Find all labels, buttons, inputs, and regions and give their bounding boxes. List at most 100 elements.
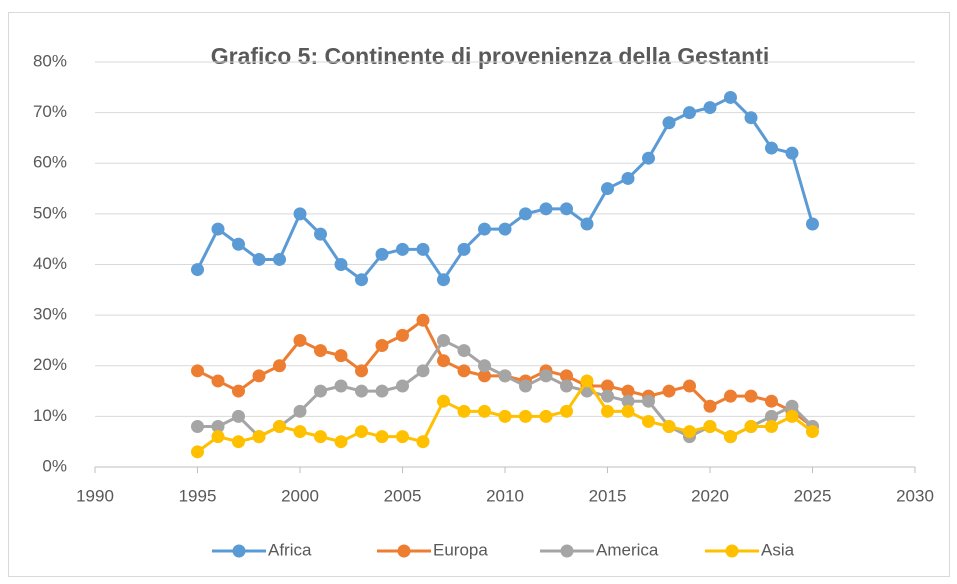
data-point	[703, 420, 717, 433]
data-point	[314, 344, 327, 358]
data-point	[273, 359, 286, 373]
legend-marker	[232, 544, 246, 558]
data-point	[621, 384, 635, 398]
data-point	[703, 101, 717, 115]
data-point	[293, 404, 307, 418]
data-point	[478, 404, 491, 418]
data-point	[314, 227, 327, 241]
data-point	[560, 404, 573, 418]
data-point	[806, 425, 819, 439]
y-tick-label: 20%	[33, 355, 67, 374]
data-point	[744, 389, 758, 403]
y-tick-label: 60%	[33, 153, 67, 172]
data-point	[498, 409, 512, 423]
data-point	[560, 379, 573, 393]
data-point	[683, 425, 696, 439]
data-point	[396, 379, 409, 393]
chart-border	[8, 12, 950, 577]
data-point	[232, 237, 245, 251]
data-point	[293, 333, 307, 347]
data-point	[621, 404, 635, 418]
data-point	[580, 374, 594, 388]
data-point	[642, 414, 655, 428]
data-point	[806, 217, 819, 231]
data-point	[765, 409, 778, 423]
data-point	[293, 425, 307, 439]
y-tick-label: 0%	[42, 456, 67, 475]
data-point	[765, 141, 778, 155]
data-point	[519, 379, 532, 393]
data-point	[724, 389, 737, 403]
data-point	[560, 369, 573, 383]
data-point	[724, 90, 737, 104]
data-point	[437, 273, 450, 287]
data-point	[314, 430, 327, 444]
data-point	[211, 222, 225, 236]
data-point	[478, 222, 491, 236]
data-point	[437, 333, 450, 347]
legend-marker	[397, 544, 411, 558]
data-point	[580, 217, 594, 231]
data-point	[601, 404, 614, 418]
data-point	[191, 364, 204, 378]
data-point	[560, 202, 573, 216]
data-point	[252, 252, 266, 266]
x-tick-label: 2010	[486, 486, 524, 505]
data-point	[478, 359, 491, 373]
data-point	[314, 384, 327, 398]
data-point	[396, 430, 409, 444]
data-point	[621, 394, 635, 408]
x-tick-label: 2030	[896, 486, 934, 505]
data-point	[519, 207, 532, 221]
x-tick-label: 2005	[384, 486, 422, 505]
data-point	[744, 420, 758, 433]
y-tick-label: 10%	[33, 406, 67, 425]
data-point	[539, 409, 553, 423]
data-point	[191, 263, 204, 277]
data-point	[662, 116, 676, 130]
data-point	[334, 435, 348, 449]
data-point	[601, 182, 614, 196]
data-point	[785, 409, 799, 423]
data-point	[416, 313, 430, 327]
legend-marker	[560, 544, 574, 558]
data-point	[396, 242, 409, 256]
data-point	[621, 171, 635, 185]
data-point	[785, 146, 799, 160]
data-point	[683, 379, 696, 393]
data-point	[642, 394, 655, 408]
x-tick-label: 1990	[76, 486, 114, 505]
y-tick-label: 70%	[33, 102, 67, 121]
data-point	[191, 445, 204, 459]
legend-label: Asia	[761, 540, 795, 559]
data-point	[539, 369, 553, 383]
data-point	[211, 374, 225, 388]
data-point	[334, 349, 348, 363]
data-point	[375, 247, 389, 261]
data-point	[601, 389, 614, 403]
data-point	[355, 384, 368, 398]
x-tick-label: 2015	[589, 486, 627, 505]
data-point	[232, 384, 245, 398]
data-point	[498, 369, 512, 383]
data-point	[273, 252, 286, 266]
data-point	[355, 425, 368, 439]
data-point	[683, 106, 696, 120]
data-point	[232, 409, 245, 423]
data-point	[334, 379, 348, 393]
data-point	[191, 420, 204, 433]
data-point	[519, 409, 532, 423]
data-point	[478, 369, 491, 383]
data-point	[437, 394, 450, 408]
data-point	[457, 344, 471, 358]
data-point	[724, 430, 737, 444]
data-point	[252, 369, 266, 383]
x-tick-label: 1995	[179, 486, 217, 505]
data-point	[375, 339, 389, 352]
data-point	[601, 379, 614, 393]
data-point	[416, 364, 430, 378]
data-point	[355, 364, 368, 378]
data-point	[662, 384, 676, 398]
legend-label: Africa	[268, 540, 312, 559]
